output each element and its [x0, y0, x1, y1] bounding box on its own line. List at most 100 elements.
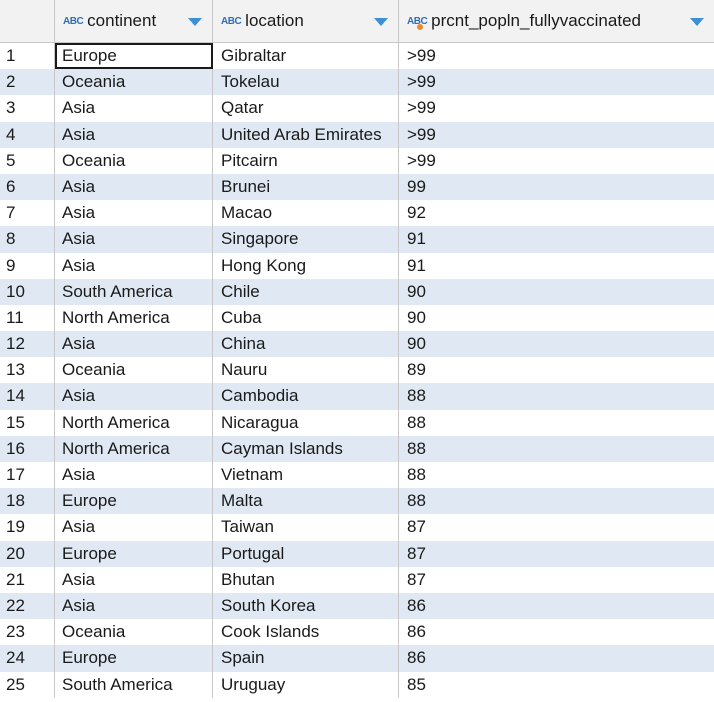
row-number[interactable]: 4	[0, 121, 55, 148]
table-row[interactable]: 22 Asia South Korea 86	[0, 592, 714, 620]
cell-continent[interactable]: Asia	[55, 514, 213, 541]
cell-continent[interactable]: North America	[55, 409, 213, 436]
cell-prcnt-popln-fullyvaccinated[interactable]: 87	[407, 569, 426, 589]
cell-continent[interactable]: Asia	[55, 95, 213, 122]
table-row[interactable]: 12 Asia China 90	[0, 331, 714, 358]
row-number[interactable]: 10	[0, 278, 55, 305]
table-row[interactable]: 13 Oceania Nauru 89	[0, 357, 714, 384]
cell-prcnt-popln-fullyvaccinated[interactable]: >99	[407, 46, 436, 65]
cell-location[interactable]: Cambodia	[213, 383, 399, 410]
cell-prcnt-popln-fullyvaccinated[interactable]: 88	[407, 386, 426, 406]
cell-continent[interactable]: Asia	[55, 121, 213, 148]
cell-prcnt-popln-fullyvaccinated[interactable]: 91	[407, 255, 426, 275]
row-number[interactable]: 25	[0, 671, 55, 698]
cell-location[interactable]: Pitcairn	[213, 147, 399, 174]
cell-location[interactable]: Macao	[213, 200, 399, 227]
cell-continent[interactable]: Asia	[55, 383, 213, 410]
column-header-continent[interactable]: ABC continent	[55, 0, 213, 42]
cell-continent[interactable]: Asia	[55, 226, 213, 253]
cell-continent[interactable]: Europe	[55, 540, 213, 567]
cell-location[interactable]: Portugal	[213, 540, 399, 567]
cell-prcnt-popln-fullyvaccinated[interactable]: 85	[407, 674, 426, 694]
cell-continent[interactable]: Oceania	[55, 619, 213, 646]
cell-prcnt-popln-fullyvaccinated[interactable]: 88	[407, 465, 426, 484]
cell-location[interactable]: Nauru	[213, 357, 399, 384]
cell-continent[interactable]: Oceania	[55, 357, 213, 384]
cell-continent[interactable]: Oceania	[55, 69, 213, 96]
row-number[interactable]: 12	[0, 331, 55, 358]
table-row[interactable]: 11 North America Cuba 90	[0, 304, 714, 332]
column-header-location[interactable]: ABC location	[213, 0, 399, 42]
table-row[interactable]: 19 Asia Taiwan 87	[0, 514, 714, 541]
cell-location[interactable]: Cook Islands	[213, 619, 399, 646]
cell-continent[interactable]: Asia	[55, 173, 213, 201]
cell-location[interactable]: Uruguay	[213, 671, 399, 698]
cell-prcnt-popln-fullyvaccinated[interactable]: 88	[407, 491, 426, 511]
row-number[interactable]: 6	[0, 173, 55, 201]
cell-location[interactable]: Singapore	[213, 226, 399, 253]
cell-continent[interactable]: North America	[55, 435, 213, 462]
cell-prcnt-popln-fullyvaccinated[interactable]: 89	[407, 360, 426, 380]
cell-location[interactable]: Bhutan	[213, 566, 399, 593]
sort-arrow-icon[interactable]	[374, 18, 388, 26]
cell-prcnt-popln-fullyvaccinated[interactable]: >99	[407, 124, 436, 144]
cell-location[interactable]: Cayman Islands	[213, 435, 399, 462]
cell-continent[interactable]: Asia	[55, 331, 213, 358]
table-row[interactable]: 21 Asia Bhutan 87	[0, 566, 714, 593]
cell-prcnt-popln-fullyvaccinated[interactable]: 87	[407, 543, 426, 563]
table-row[interactable]: 20 Europe Portugal 87	[0, 540, 714, 567]
cell-location[interactable]: Nicaragua	[213, 409, 399, 436]
cell-prcnt-popln-fullyvaccinated[interactable]: 88	[407, 438, 426, 458]
cell-prcnt-popln-fullyvaccinated[interactable]: 88	[407, 412, 426, 432]
table-row[interactable]: 6 Asia Brunei 99	[0, 173, 714, 201]
row-number[interactable]: 24	[0, 645, 55, 672]
cell-location[interactable]: Cuba	[213, 304, 399, 332]
row-number[interactable]: 20	[0, 540, 55, 567]
cell-prcnt-popln-fullyvaccinated[interactable]: >99	[407, 72, 436, 92]
row-number[interactable]: 19	[0, 514, 55, 541]
row-number[interactable]: 23	[0, 619, 55, 646]
cell-location[interactable]: United Arab Emirates	[213, 121, 399, 148]
cell-location[interactable]: Hong Kong	[213, 252, 399, 279]
column-header-prcnt-popln-fullyvaccinated[interactable]: ABC prcnt_popln_fullyvaccinated	[399, 0, 714, 42]
row-number[interactable]: 3	[0, 95, 55, 122]
cell-continent[interactable]: Asia	[55, 566, 213, 593]
cell-continent[interactable]: North America	[55, 304, 213, 332]
table-row[interactable]: 4 Asia United Arab Emirates >99	[0, 121, 714, 148]
row-number[interactable]: 1	[0, 43, 55, 70]
cell-continent[interactable]: Oceania	[55, 147, 213, 174]
cell-prcnt-popln-fullyvaccinated[interactable]: 86	[407, 595, 426, 615]
cell-continent[interactable]: Asia	[55, 252, 213, 279]
row-number[interactable]: 22	[0, 592, 55, 620]
cell-location[interactable]: Malta	[213, 488, 399, 515]
table-row[interactable]: 2 Oceania Tokelau >99	[0, 69, 714, 96]
row-number[interactable]: 2	[0, 69, 55, 96]
cell-location[interactable]: South Korea	[213, 592, 399, 620]
cell-continent[interactable]: Asia	[55, 462, 213, 489]
table-row[interactable]: 9 Asia Hong Kong 91	[0, 252, 714, 279]
cell-prcnt-popln-fullyvaccinated[interactable]: 86	[407, 622, 426, 642]
table-row[interactable]: 1 Europe Gibraltar >99	[0, 43, 714, 70]
table-row[interactable]: 18 Europe Malta 88	[0, 488, 714, 515]
row-number[interactable]: 13	[0, 357, 55, 384]
cell-location[interactable]: Spain	[213, 645, 399, 672]
row-number[interactable]: 16	[0, 435, 55, 462]
row-number[interactable]: 9	[0, 252, 55, 279]
cell-continent[interactable]: Europe	[55, 645, 213, 672]
row-number[interactable]: 11	[0, 304, 55, 332]
cell-prcnt-popln-fullyvaccinated[interactable]: >99	[407, 150, 436, 170]
table-row[interactable]: 17 Asia Vietnam 88	[0, 462, 714, 489]
cell-prcnt-popln-fullyvaccinated[interactable]: 92	[407, 203, 426, 223]
row-number[interactable]: 17	[0, 462, 55, 489]
cell-continent[interactable]: Europe	[55, 43, 213, 70]
table-row[interactable]: 15 North America Nicaragua 88	[0, 409, 714, 436]
cell-prcnt-popln-fullyvaccinated[interactable]: 86	[407, 648, 426, 668]
cell-continent[interactable]: South America	[55, 671, 213, 698]
cell-location[interactable]: Chile	[213, 278, 399, 305]
row-number[interactable]: 8	[0, 226, 55, 253]
row-number[interactable]: 7	[0, 200, 55, 227]
cell-location[interactable]: Qatar	[213, 95, 399, 122]
row-number[interactable]: 5	[0, 147, 55, 174]
table-row[interactable]: 25 South America Uruguay 85	[0, 671, 714, 698]
cell-location[interactable]: Vietnam	[213, 462, 399, 489]
